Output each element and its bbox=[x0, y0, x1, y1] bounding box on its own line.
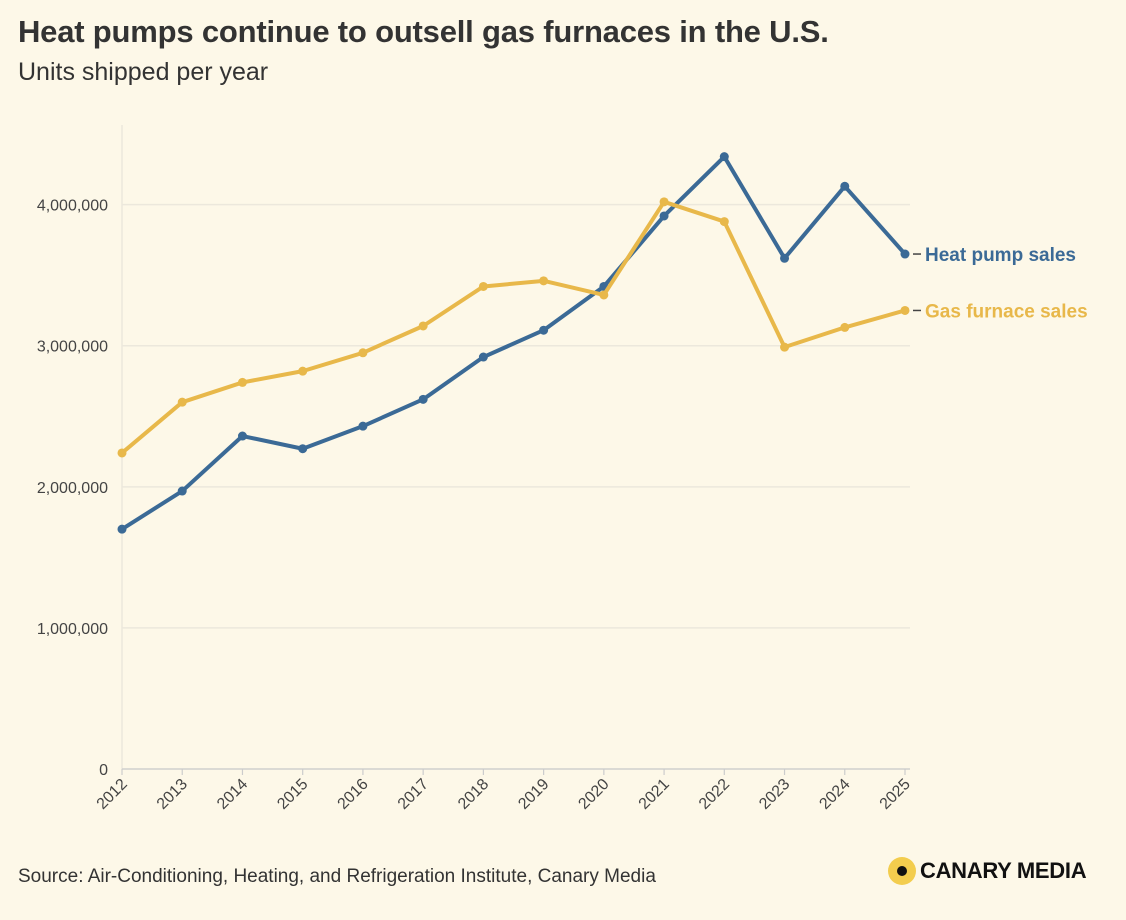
canary-logo-icon bbox=[888, 857, 916, 885]
x-tick-label: 2019 bbox=[515, 776, 552, 813]
x-tick-label: 2025 bbox=[877, 776, 914, 813]
data-point[interactable] bbox=[478, 352, 488, 362]
y-tick-label: 3,000,000 bbox=[37, 339, 108, 356]
data-point[interactable] bbox=[900, 249, 910, 259]
data-point[interactable] bbox=[237, 431, 247, 441]
x-tick-label: 2022 bbox=[696, 776, 733, 813]
series-line-heat-pump bbox=[120, 154, 907, 532]
data-point[interactable] bbox=[117, 524, 127, 534]
data-point[interactable] bbox=[780, 253, 790, 263]
data-point[interactable] bbox=[298, 366, 308, 376]
data-point[interactable] bbox=[117, 448, 127, 458]
x-tick-label: 2020 bbox=[575, 776, 612, 813]
y-tick-label: 0 bbox=[99, 762, 108, 779]
y-tick-label: 2,000,000 bbox=[37, 480, 108, 497]
x-tick-label: 2018 bbox=[455, 776, 492, 813]
gridlines bbox=[121, 125, 910, 770]
data-point[interactable] bbox=[358, 348, 368, 358]
data-point[interactable] bbox=[900, 305, 910, 315]
data-point[interactable] bbox=[659, 211, 669, 221]
x-tick-label: 2024 bbox=[816, 776, 853, 813]
x-tick-label: 2017 bbox=[395, 776, 432, 813]
data-point[interactable] bbox=[358, 421, 368, 431]
data-point[interactable] bbox=[840, 181, 850, 191]
data-point[interactable] bbox=[237, 377, 247, 387]
x-tick-label: 2012 bbox=[94, 776, 131, 813]
y-tick-label: 1,000,000 bbox=[37, 621, 108, 638]
data-point[interactable] bbox=[177, 397, 187, 407]
data-point[interactable] bbox=[539, 276, 549, 286]
data-point[interactable] bbox=[418, 321, 428, 331]
series-label-heat-pump: Heat pump sales bbox=[925, 245, 1076, 266]
data-point[interactable] bbox=[780, 342, 790, 352]
data-point[interactable] bbox=[840, 322, 850, 332]
line-chart: 0 1,000,000 2,000,000 3,000,000 4,000,000 201… bbox=[37, 125, 1088, 813]
data-point[interactable] bbox=[719, 152, 729, 162]
series-line-gas-furnace bbox=[120, 199, 907, 455]
data-point[interactable] bbox=[719, 217, 729, 227]
chart-title: Heat pumps continue to outsell gas furna… bbox=[18, 14, 829, 49]
y-tick-label: 4,000,000 bbox=[37, 198, 108, 215]
series-label-gas-furnace: Gas furnace sales bbox=[925, 301, 1088, 322]
data-point[interactable] bbox=[418, 394, 428, 404]
series-lines bbox=[117, 152, 910, 534]
x-tick-label: 2023 bbox=[756, 776, 793, 813]
x-tick-label: 2014 bbox=[214, 776, 251, 813]
brand-logo: CANARY MEDIA bbox=[888, 857, 1087, 885]
x-tick-label: 2016 bbox=[335, 776, 372, 813]
data-point[interactable] bbox=[478, 281, 488, 291]
data-point[interactable] bbox=[298, 444, 308, 454]
series-labels: Heat pump sales Gas furnace sales bbox=[913, 245, 1088, 322]
data-point[interactable] bbox=[659, 197, 669, 207]
chart-subtitle: Units shipped per year bbox=[18, 58, 269, 86]
data-point[interactable] bbox=[177, 486, 187, 496]
x-tick-label: 2013 bbox=[154, 776, 191, 813]
brand-name: CANARY MEDIA bbox=[920, 858, 1087, 883]
data-point[interactable] bbox=[599, 290, 609, 300]
source-note: Source: Air-Conditioning, Heating, and R… bbox=[18, 866, 656, 887]
data-point[interactable] bbox=[539, 325, 549, 335]
x-tick-label: 2015 bbox=[274, 776, 311, 813]
x-tick-label: 2021 bbox=[636, 776, 673, 813]
